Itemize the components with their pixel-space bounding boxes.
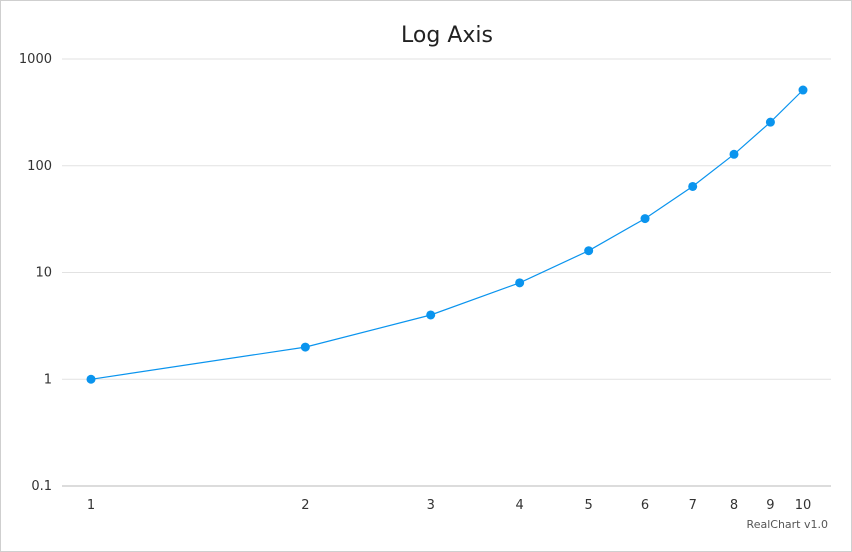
data-point [426,310,436,320]
y-tick-label: 100 [27,159,52,174]
x-tick-label: 4 [516,498,524,513]
y-axis-ticks: 0.1 1 10 100 1000 [19,52,52,494]
y-tick-label: 0.1 [31,479,52,494]
x-tick-label: 8 [730,498,738,513]
gridlines [62,58,831,380]
chart-title: Log Axis [401,23,493,48]
data-point [584,246,594,256]
chart-credit: RealChart v1.0 [747,518,828,531]
series-line [90,89,804,380]
data-point [86,374,96,384]
x-tick-label: 9 [766,498,774,513]
y-tick-label: 10 [35,266,52,281]
data-point [688,181,698,191]
x-tick-label: 2 [301,498,309,513]
x-axis-ticks: 1 2 3 4 5 6 7 8 9 10 [87,498,811,513]
x-tick-label: 6 [641,498,649,513]
data-point [729,149,739,159]
data-point [798,85,808,95]
y-tick-label: 1000 [19,52,52,67]
series-layer [86,85,808,384]
data-point [515,278,525,288]
x-tick-label: 10 [795,498,812,513]
x-tick-label: 7 [689,498,697,513]
x-tick-label: 3 [427,498,435,513]
data-point [640,214,650,224]
data-point [300,342,310,352]
x-tick-label: 5 [585,498,593,513]
data-point [765,117,775,127]
y-tick-label: 1 [44,372,52,387]
x-tick-label: 1 [87,498,95,513]
